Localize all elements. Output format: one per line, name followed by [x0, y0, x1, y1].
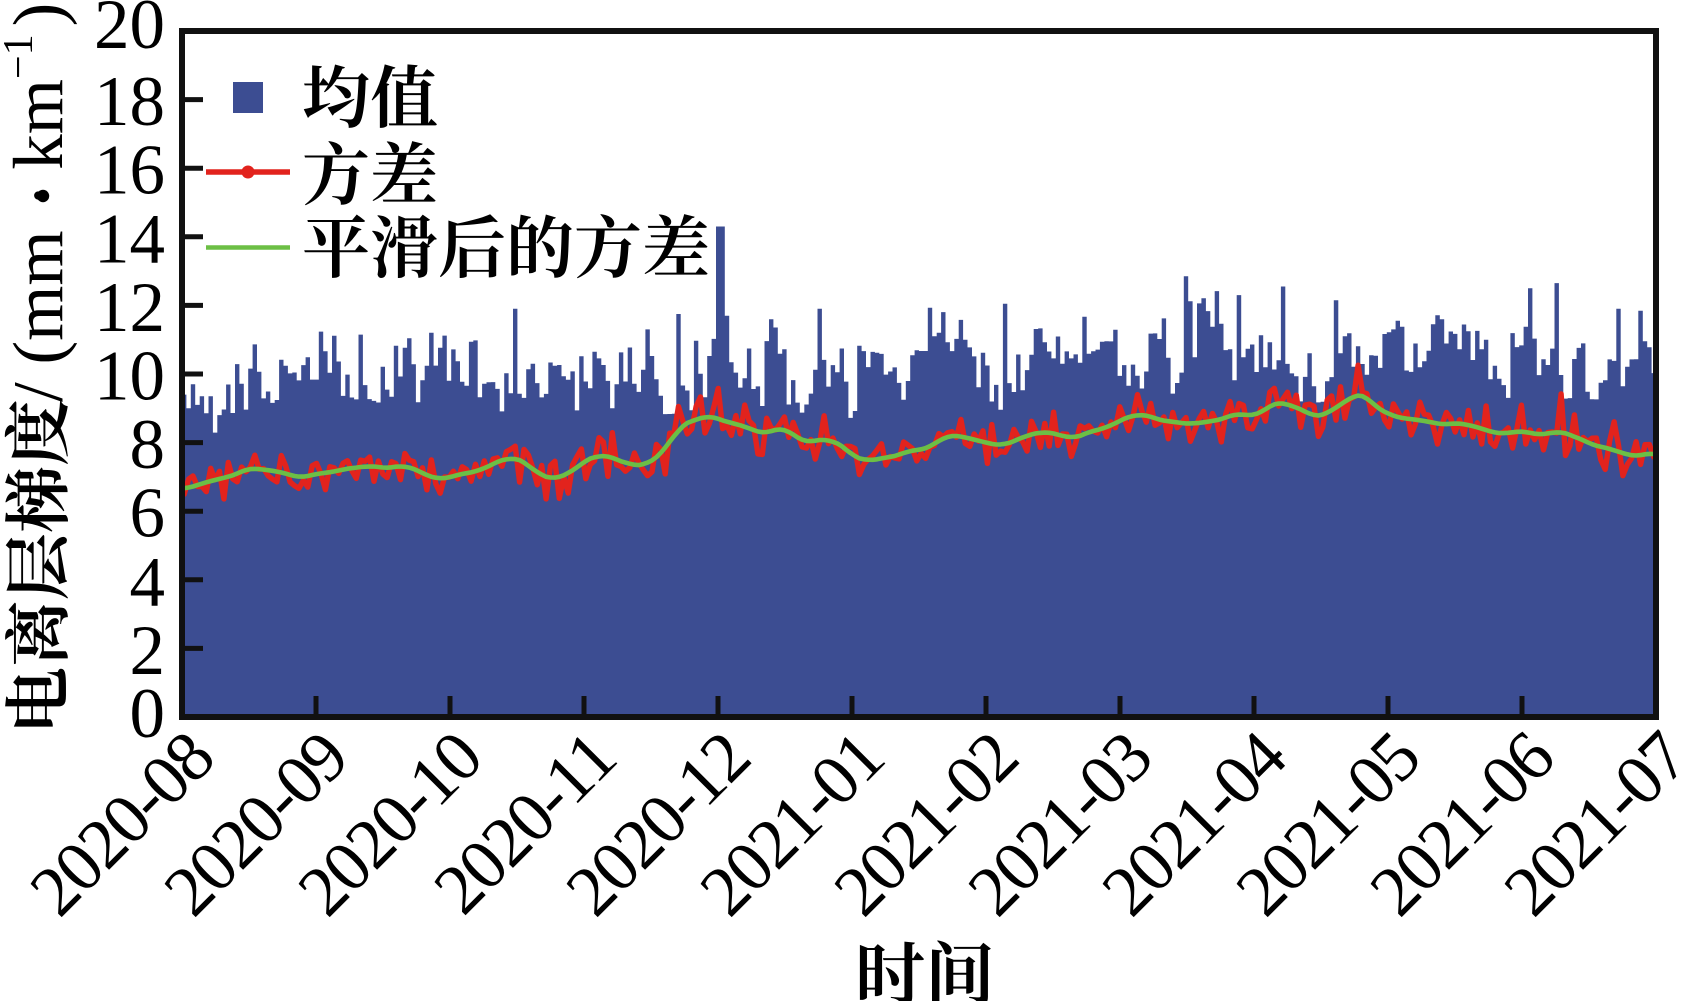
svg-text:2: 2 [130, 612, 166, 690]
svg-text:12: 12 [94, 269, 165, 347]
svg-text:10: 10 [94, 338, 165, 416]
svg-text:4: 4 [130, 543, 166, 621]
svg-text:0: 0 [130, 675, 166, 753]
svg-text:18: 18 [94, 63, 165, 141]
svg-text:16: 16 [94, 132, 165, 210]
svg-text:20: 20 [94, 0, 165, 64]
svg-text:6: 6 [130, 475, 166, 553]
svg-text:14: 14 [94, 200, 165, 278]
svg-text:8: 8 [130, 406, 166, 484]
svg-text:/ (mm·km−1): / (mm·km−1) [0, 3, 78, 402]
